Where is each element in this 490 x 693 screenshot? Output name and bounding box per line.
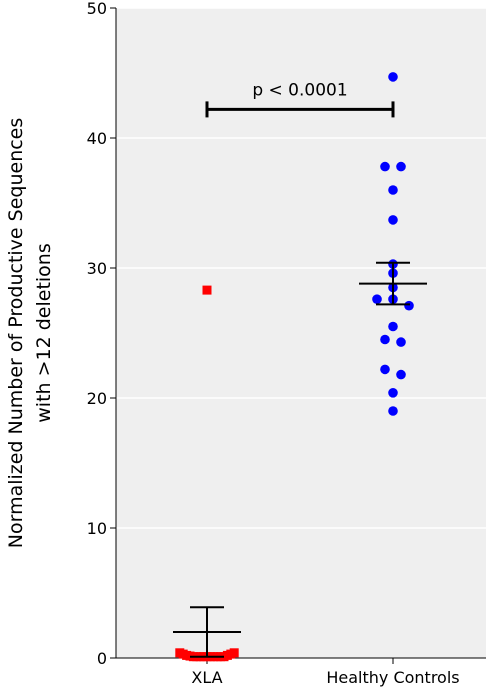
data-point-circle — [380, 364, 390, 375]
data-point-circle — [404, 300, 414, 311]
y-tick-label: 0 — [97, 649, 107, 668]
data-point-circle — [380, 161, 390, 172]
data-point-circle — [388, 185, 398, 195]
x-tick-label: XLA — [191, 668, 222, 687]
y-tick-labels: 0 10 20 30 40 50 — [87, 0, 107, 668]
significance-annotation: p < 0.0001 — [205, 80, 395, 118]
data-point-circle — [372, 294, 382, 305]
p-value-label: p < 0.0001 — [252, 80, 347, 100]
data-point-circle — [396, 369, 406, 380]
plot-area — [116, 8, 486, 658]
y-tick-label: 10 — [87, 519, 107, 538]
data-point-circle — [388, 406, 398, 416]
data-point-square — [229, 648, 239, 658]
grid-lines — [116, 7, 486, 529]
data-point-circle — [388, 72, 398, 82]
y-tick-label: 50 — [87, 0, 107, 18]
data-point-circle — [380, 334, 390, 345]
x-tick-labels: XLA Healthy Controls — [191, 668, 459, 687]
y-tick-label: 20 — [87, 389, 107, 408]
data-point-circle — [396, 161, 406, 172]
y-axis-label-line: with >12 deletions — [33, 243, 55, 423]
data-point-circle — [396, 337, 406, 347]
data-point-circle — [388, 215, 398, 225]
data-point-circle — [388, 321, 398, 332]
mean-sem-bars — [173, 261, 427, 658]
y-axis-label: Normalized Number of Productive Sequence… — [5, 118, 55, 549]
x-tick-label: Healthy Controls — [326, 668, 459, 687]
data-point-circle — [388, 388, 398, 398]
data-point-square — [202, 285, 212, 295]
y-tick-label: 30 — [87, 259, 107, 278]
y-tick-label: 40 — [87, 129, 107, 148]
y-axis-label-line: Normalized Number of Productive Sequence… — [5, 118, 27, 549]
